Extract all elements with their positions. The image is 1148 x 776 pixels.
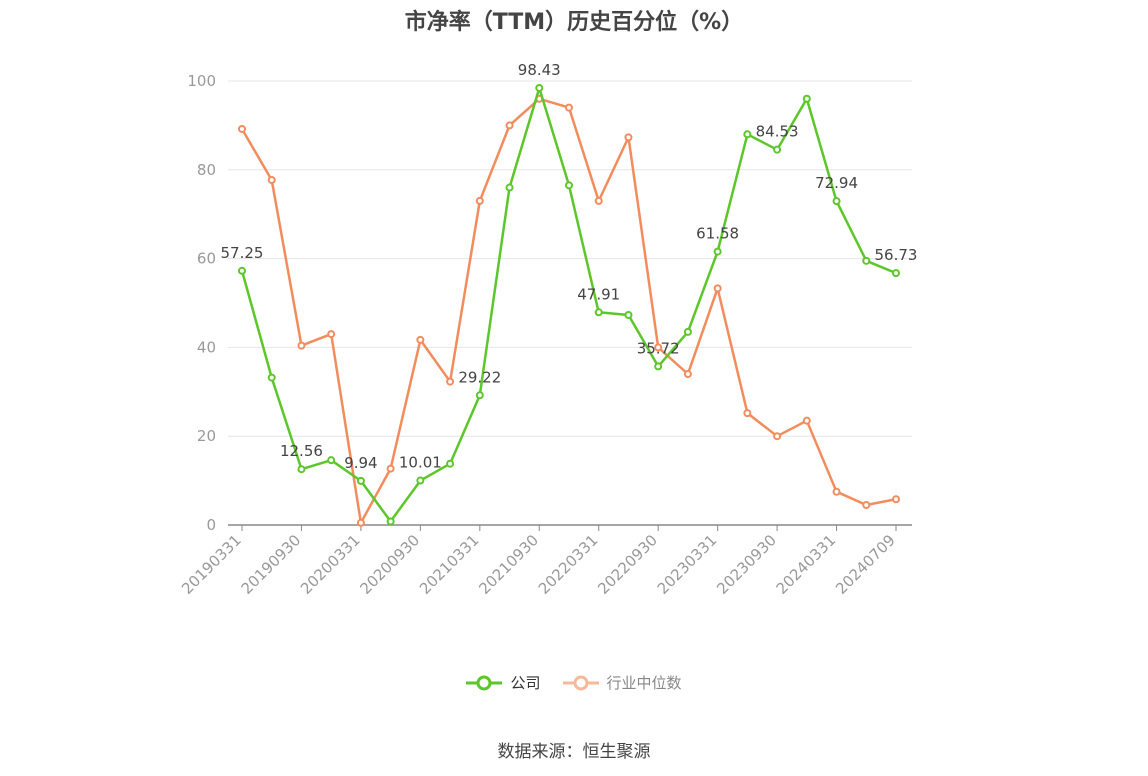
chart-title: 市净率（TTM）历史百分位（%）: [404, 10, 744, 35]
y-tick-label: 60: [197, 250, 216, 268]
data-point: [386, 464, 395, 473]
data-point: [327, 330, 336, 339]
x-tick-label: 20200930: [356, 531, 423, 598]
data-point: [565, 103, 573, 112]
data-point: [713, 247, 722, 256]
data-point: [802, 94, 811, 103]
data-point: [356, 518, 365, 527]
data-point: [297, 465, 306, 474]
data-point: [356, 476, 365, 485]
data-label: 56.73: [875, 246, 918, 264]
legend-item-industry[interactable]: 行业中位数: [562, 672, 682, 693]
data-point: [892, 269, 900, 278]
data-point: [773, 432, 782, 441]
data-point: [802, 416, 811, 425]
data-point: [446, 459, 455, 468]
data-point: [475, 196, 484, 205]
data-point: [683, 327, 692, 336]
legend-label-company: 公司: [510, 674, 541, 692]
data-label: 35.72: [637, 339, 680, 357]
data-label: 57.25: [221, 244, 264, 262]
x-tick-label: 20190331: [178, 531, 245, 598]
legend: 公司 行业中位数: [0, 672, 1148, 693]
data-point: [446, 377, 455, 386]
data-point: [475, 391, 484, 400]
data-point: [416, 335, 425, 344]
data-point: [713, 284, 722, 293]
data-label: 47.91: [577, 285, 620, 303]
y-tick-label: 80: [197, 161, 216, 179]
x-tick-label: 20230930: [713, 531, 780, 598]
data-point: [565, 181, 573, 190]
x-tick-label: 20210331: [416, 531, 483, 598]
data-point: [832, 197, 841, 206]
axes: 0 20 40 60 80 100 2019033120190930202003312020…: [178, 72, 912, 598]
source-note: 数据来源：恒生聚源: [497, 742, 651, 762]
data-point: [832, 487, 841, 496]
data-point: [862, 256, 871, 265]
data-label: 72.94: [815, 174, 858, 192]
data-point: [773, 145, 782, 154]
series-line: [240, 97, 897, 525]
x-tick-label: 20220331: [535, 531, 602, 598]
data-point: [416, 476, 425, 485]
y-tick-label: 100: [187, 72, 216, 90]
data-point: [386, 517, 395, 526]
y-tick-label: 40: [197, 338, 216, 356]
data-label: 10.01: [399, 454, 442, 472]
x-tick-label: 20230331: [654, 531, 721, 598]
data-point: [297, 341, 306, 350]
data-point: [743, 130, 752, 139]
x-tick-label: 20200331: [297, 531, 364, 598]
data-point: [624, 310, 633, 319]
y-tick-label: 0: [206, 516, 216, 534]
x-tick-label: 20240331: [773, 531, 840, 598]
data-point: [654, 343, 663, 352]
x-tick-label: 20210930: [475, 531, 542, 598]
data-point: [238, 266, 246, 275]
data-label: 9.94: [344, 454, 377, 472]
data-point: [624, 133, 633, 142]
data-point: [327, 456, 336, 465]
data-point: [862, 501, 871, 510]
legend-label-industry: 行业中位数: [606, 674, 682, 692]
data-label: 61.58: [696, 225, 739, 243]
x-tick-label: 20240709: [832, 531, 899, 598]
data-point: [505, 121, 514, 130]
data-point: [743, 409, 752, 418]
data-point: [594, 308, 603, 317]
data-label: 84.53: [756, 123, 799, 141]
x-tick-label: 20190930: [238, 531, 305, 598]
y-tick-label: 20: [197, 427, 216, 445]
data-point: [594, 196, 603, 205]
data-point: [535, 83, 544, 92]
data-point: [505, 183, 514, 192]
data-point: [892, 495, 900, 504]
data-point: [654, 362, 663, 371]
legend-company-icon: [466, 675, 503, 690]
legend-item-company[interactable]: 公司: [466, 672, 541, 693]
data-label: 29.22: [458, 368, 501, 386]
series-lines: [238, 83, 900, 527]
data-point: [683, 370, 692, 379]
line-chart: 0 20 40 60 80 100 2019033120190930202003312020…: [178, 61, 918, 598]
series-line: [240, 86, 897, 523]
x-tick-label: 20220930: [594, 531, 661, 598]
data-point: [238, 124, 246, 133]
grid-lines: [228, 80, 912, 437]
data-point: [267, 176, 276, 185]
data-label: 12.56: [280, 442, 323, 460]
data-point: [267, 373, 276, 382]
data-label: 98.43: [518, 61, 561, 79]
data-labels: 57.25 12.56 9.94 10.01 29.22 98.43 47.91 35.72 6…: [221, 61, 918, 472]
legend-industry-icon: [562, 675, 599, 690]
